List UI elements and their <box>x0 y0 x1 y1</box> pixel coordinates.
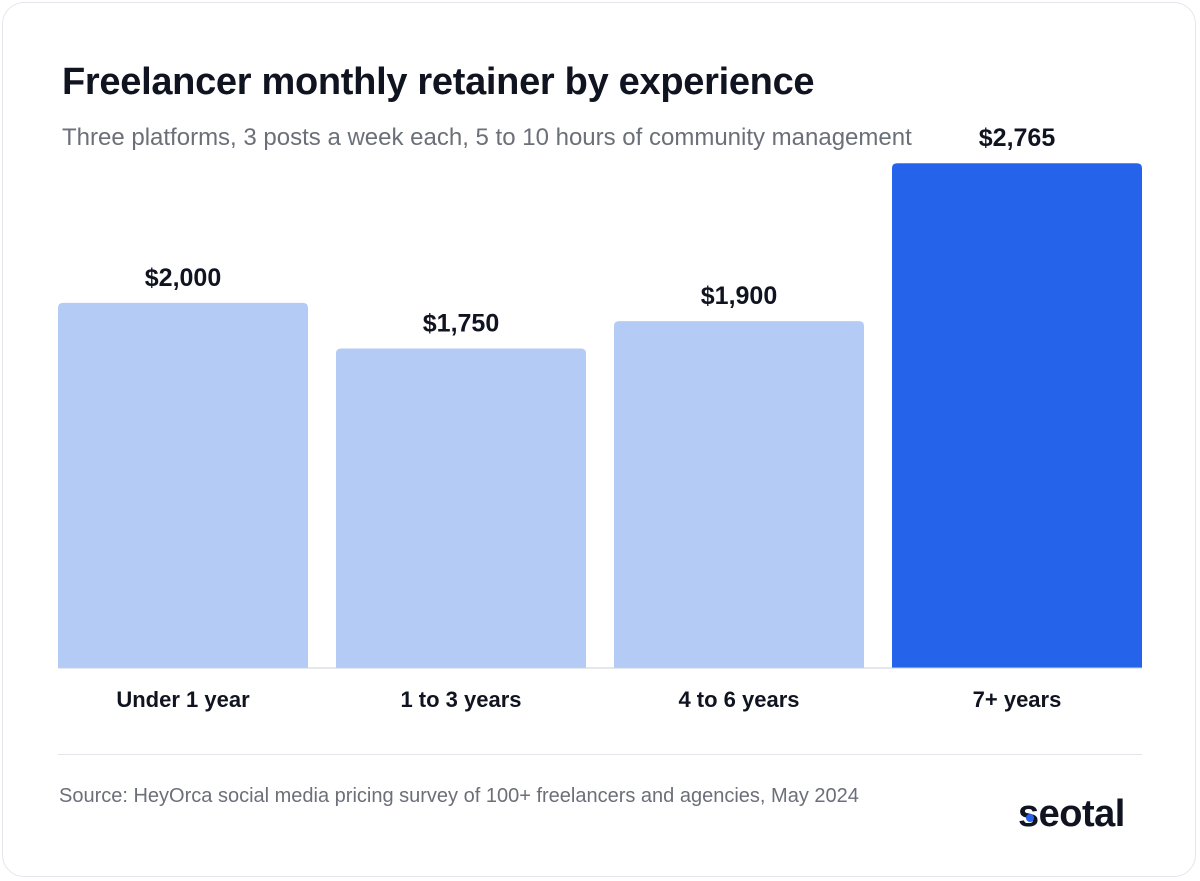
bar-3 <box>892 163 1142 669</box>
bar-0 <box>58 302 308 668</box>
brand-logo-accent-icon <box>1026 814 1034 822</box>
data-label-0: $2,000 <box>145 264 221 292</box>
chart-title: Freelancer monthly retainer by experienc… <box>62 61 815 103</box>
bar-1 <box>336 348 586 668</box>
bar-2 <box>614 321 864 668</box>
category-label-1: 1 to 3 years <box>400 687 521 712</box>
data-label-2: $1,900 <box>701 282 777 310</box>
category-label-3: 7+ years <box>973 687 1062 712</box>
source-note: Source: HeyOrca social media pricing sur… <box>59 785 859 807</box>
category-label-0: Under 1 year <box>116 687 250 712</box>
category-label-2: 4 to 6 years <box>678 687 799 712</box>
chart-subtitle: Three platforms, 3 posts a week each, 5 … <box>62 124 912 151</box>
brand-logo: seotal <box>1018 793 1125 835</box>
footer-divider <box>58 754 1142 755</box>
data-label-3: $2,765 <box>979 124 1056 152</box>
data-label-1: $1,750 <box>423 310 499 338</box>
